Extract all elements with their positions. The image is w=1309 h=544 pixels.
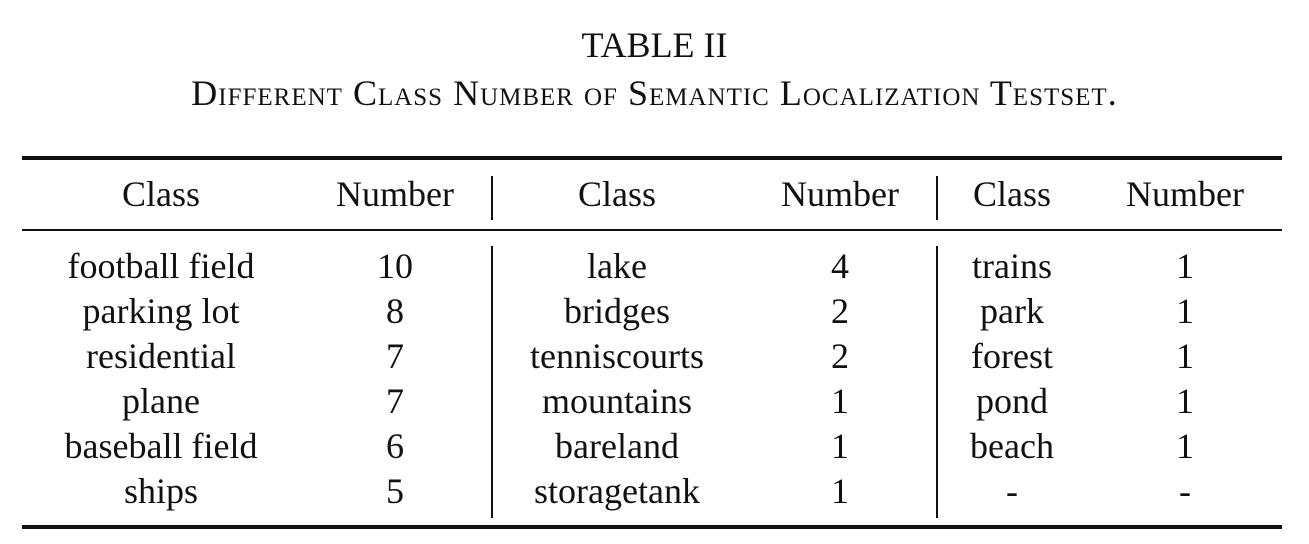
cell-number: 1 [1176,246,1194,286]
cell-class: trains [972,246,1052,286]
cell-number: 1 [831,381,849,421]
cell-class: tenniscourts [530,336,704,376]
cell-class: football field [67,246,255,286]
header-number: Number [336,174,454,214]
cell-number: 1 [1176,381,1194,421]
cell-class: bareland [555,426,679,466]
column-separator [936,176,938,220]
cell-class: - [1006,471,1018,511]
cell-class: lake [587,246,647,286]
cell-number: 1 [1176,336,1194,376]
cell-class: parking lot [82,291,240,331]
column-separator [491,246,493,518]
top-rule [22,156,1282,160]
bottom-rule [22,525,1282,529]
cell-number: 10 [377,246,413,286]
table-label: TABLE II [581,25,728,65]
cell-class: storagetank [534,471,700,511]
cell-class: baseball field [64,426,258,466]
cell-class: plane [122,381,200,421]
column-separator [936,246,938,518]
cell-number: 7 [386,336,404,376]
header-class: Class [972,174,1052,214]
cell-class: forest [971,336,1053,376]
cell-class: pond [976,381,1048,421]
cell-number: 7 [386,381,404,421]
cell-number: - [1179,471,1191,511]
header-rule [22,229,1282,231]
cell-class: residential [86,336,236,376]
cell-number: 8 [386,291,404,331]
cell-number: 1 [831,426,849,466]
header-class: Class [577,174,657,214]
cell-class: ships [123,471,199,511]
cell-class: bridges [564,291,670,331]
cell-number: 6 [386,426,404,466]
cell-number: 1 [1176,426,1194,466]
table-caption: Different Class Number of Semantic Local… [191,73,1118,113]
cell-number: 2 [831,291,849,331]
cell-number: 2 [831,336,849,376]
column-separator [491,176,493,220]
cell-number: 4 [831,246,849,286]
header-number: Number [781,174,899,214]
header-number: Number [1126,174,1244,214]
cell-class: beach [970,426,1054,466]
cell-number: 1 [1176,291,1194,331]
cell-class: mountains [542,381,692,421]
header-class: Class [121,174,201,214]
cell-class: park [980,291,1044,331]
cell-number: 1 [831,471,849,511]
cell-number: 5 [386,471,404,511]
